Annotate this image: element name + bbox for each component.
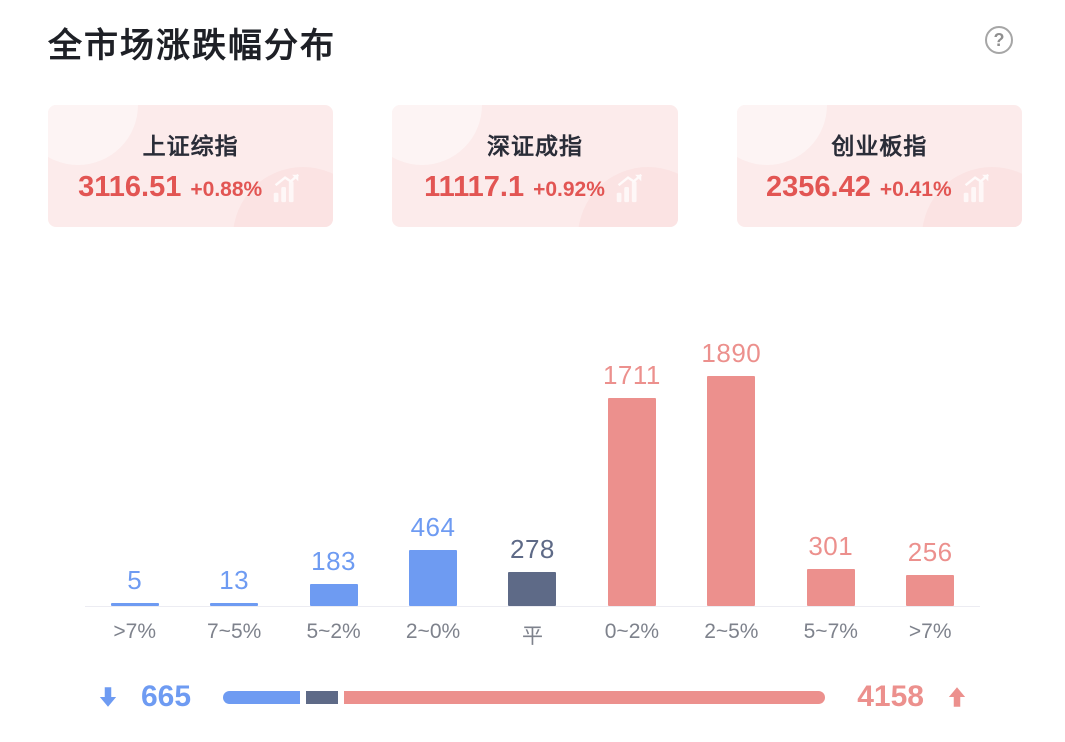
- bar-value-label: 1711: [602, 360, 661, 390]
- bar[interactable]: [707, 376, 756, 606]
- bar-column[interactable]: 464: [383, 512, 482, 606]
- category-label: >7%: [908, 620, 952, 643]
- ratio-segment-up: [344, 690, 826, 704]
- bar-value-label: 183: [311, 546, 357, 576]
- category-label: 平: [521, 625, 543, 648]
- bar[interactable]: [110, 603, 159, 606]
- card-decoration: [392, 105, 483, 165]
- help-icon[interactable]: ?: [985, 26, 1013, 54]
- bar-column[interactable]: 13: [184, 565, 283, 606]
- index-change: +0.92%: [533, 178, 605, 201]
- header: 全市场涨跌幅分布 ?: [0, 0, 1065, 67]
- bar[interactable]: [210, 603, 259, 606]
- index-card-chinext[interactable]: 创业板指 2356.42 +0.41%: [736, 105, 1022, 227]
- distribution-bar-chart: 5 13 183 464 278 1711 1890 301 256 >7% 7~5% 5~2% 2~…: [85, 307, 980, 650]
- bar-value-label: 1890: [701, 338, 762, 368]
- trend-chart-icon: [273, 173, 300, 203]
- bar-column[interactable]: 256: [881, 537, 980, 606]
- bar[interactable]: [409, 550, 458, 606]
- index-value-row: 2356.42 +0.41%: [766, 171, 993, 205]
- index-name: 上证综指: [142, 133, 239, 159]
- category-label: 5~2%: [306, 620, 361, 643]
- category-label: 7~5%: [207, 620, 262, 643]
- ratio-segment-flat: [306, 690, 339, 704]
- index-change: +0.41%: [879, 178, 952, 201]
- bar[interactable]: [607, 398, 656, 606]
- category-label: 5~7%: [803, 620, 858, 643]
- up-down-summary: 665 4158: [95, 680, 970, 714]
- bar-column[interactable]: 1890: [682, 338, 781, 606]
- index-change: +0.88%: [190, 178, 263, 201]
- trend-chart-icon: [963, 173, 989, 203]
- index-value: 3116.51: [78, 171, 182, 203]
- bar-column[interactable]: 183: [284, 546, 383, 606]
- bar-column[interactable]: 301: [781, 531, 880, 606]
- bar[interactable]: [508, 572, 557, 606]
- bar-value-label: 301: [808, 531, 854, 561]
- index-value-row: 11117.1 +0.92%: [424, 171, 646, 205]
- category-label: 2~5%: [704, 620, 759, 643]
- up-arrow-icon: [948, 687, 966, 707]
- down-arrow-icon: [99, 687, 117, 707]
- card-decoration: [736, 105, 827, 165]
- categories-row: >7% 7~5% 5~2% 2~0% 平 0~2% 2~5% 5~7% >7%: [85, 607, 980, 650]
- ratio-segment-down: [223, 690, 300, 704]
- index-value: 11117.1: [424, 171, 525, 203]
- rising-count: 4158: [857, 680, 924, 713]
- index-value-row: 3116.51 +0.88%: [78, 171, 303, 205]
- bar-column[interactable]: 1711: [582, 360, 681, 606]
- index-cards: 上证综指 3116.51 +0.88% 深证成指 11117.1 +0.92%: [48, 105, 1022, 227]
- category-label: 2~0%: [405, 620, 461, 643]
- category-label: 0~2%: [604, 620, 660, 643]
- falling-count: 665: [141, 680, 192, 713]
- bar-column[interactable]: 5: [85, 565, 184, 606]
- index-value: 2356.42: [766, 171, 871, 203]
- index-name: 深证成指: [486, 133, 583, 159]
- index-card-shenzhen[interactable]: 深证成指 11117.1 +0.92%: [392, 105, 678, 227]
- bar-column[interactable]: 278: [483, 534, 582, 606]
- bars-row: 5 13 183 464 278 1711 1890 301 256: [85, 307, 980, 607]
- bar[interactable]: [906, 575, 955, 606]
- bar-value-label: 13: [219, 565, 250, 595]
- ratio-bar: [223, 690, 826, 704]
- page-title: 全市场涨跌幅分布: [48, 27, 336, 65]
- bar-value-label: 278: [510, 534, 555, 564]
- bar[interactable]: [309, 584, 358, 606]
- card-decoration: [48, 105, 138, 165]
- bar[interactable]: [806, 569, 855, 606]
- bar-value-label: 256: [907, 537, 953, 567]
- bar-value-label: 464: [410, 512, 456, 542]
- bar-value-label: 5: [127, 565, 143, 595]
- trend-chart-icon: [616, 173, 642, 203]
- index-name: 创业板指: [831, 133, 928, 159]
- category-label: >7%: [113, 620, 157, 643]
- index-card-shanghai[interactable]: 上证综指 3116.51 +0.88%: [48, 105, 334, 227]
